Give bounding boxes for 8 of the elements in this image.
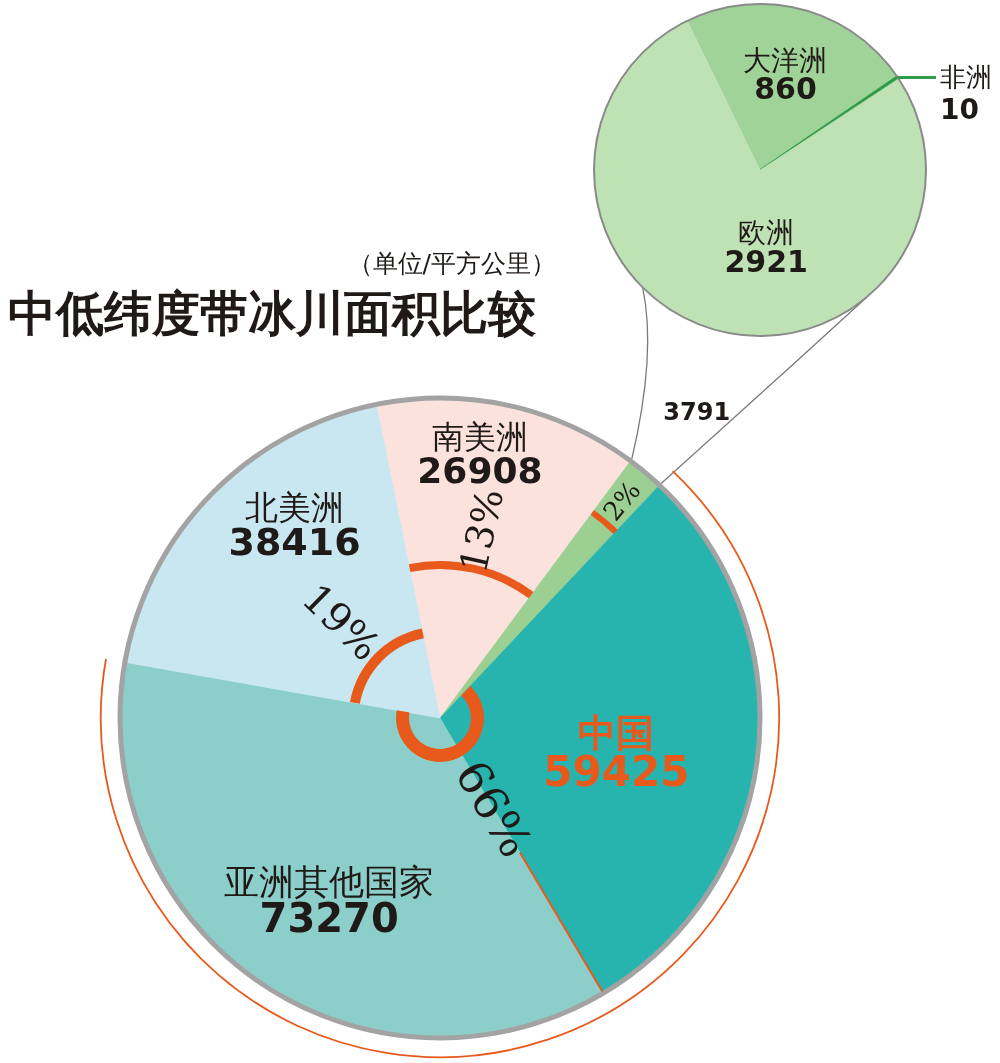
slice-label: 大洋洲 <box>743 43 828 77</box>
slice-label: 非洲 <box>940 62 992 93</box>
data-label: 10 <box>940 92 979 126</box>
chart-title: 中低纬度带冰川面积比较 <box>8 285 537 341</box>
chart-subtitle: （单位/平方公里） <box>347 249 556 278</box>
text: 2% <box>597 475 647 527</box>
text: 13% <box>451 484 513 577</box>
data-label: 3791 <box>663 397 731 426</box>
